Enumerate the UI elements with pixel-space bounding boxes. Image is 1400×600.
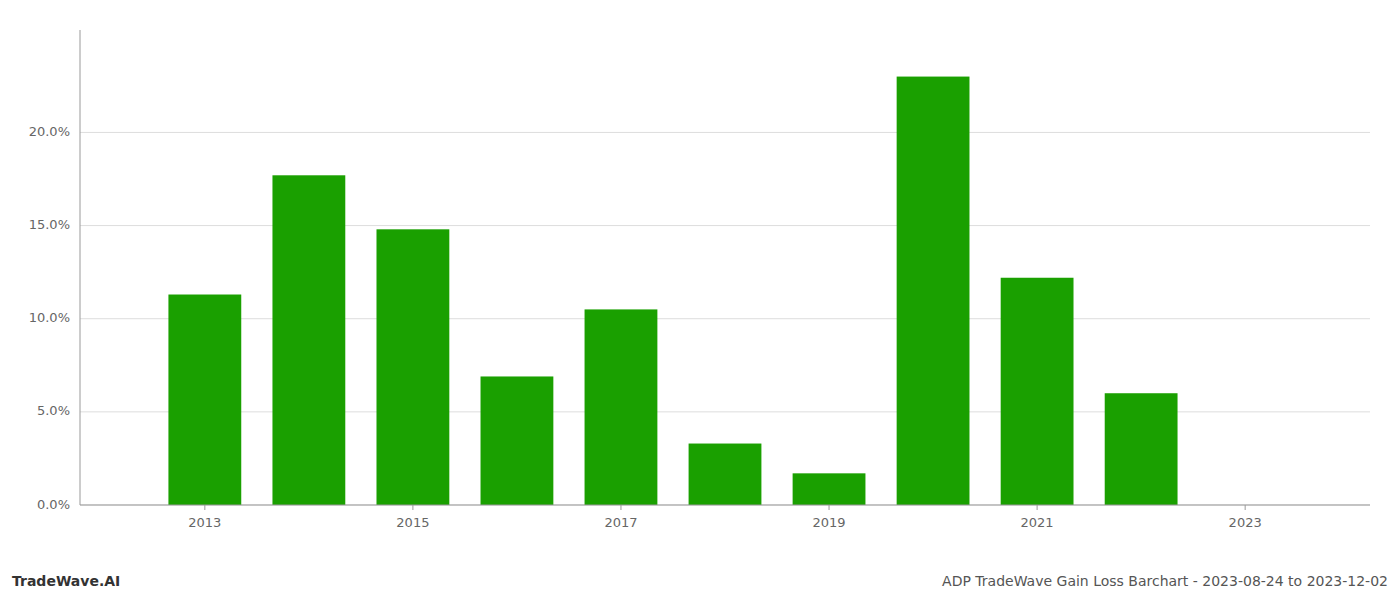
x-tick-label: 2017 xyxy=(604,515,637,530)
x-ticks: 2013 2015 2017 2019 2021 2023 xyxy=(188,505,1261,530)
x-tick-label: 2015 xyxy=(396,515,429,530)
footer-left: TradeWave.AI xyxy=(12,573,120,589)
bar xyxy=(481,376,554,505)
grid-line xyxy=(80,505,1370,506)
y-grid xyxy=(80,132,1370,505)
bars xyxy=(168,77,1177,505)
y-tick-label: 0.0% xyxy=(37,497,70,512)
y-tick-label: 10.0% xyxy=(29,310,70,325)
x-tick xyxy=(829,505,830,510)
footer-right: ADP TradeWave Gain Loss Barchart - 2023-… xyxy=(942,573,1388,589)
y-tick-labels: 0.0% 5.0% 10.0% 15.0% 20.0% xyxy=(29,124,70,512)
x-tick-label: 2019 xyxy=(812,515,845,530)
x-tick xyxy=(1037,505,1038,510)
bar xyxy=(168,295,241,505)
y-tick-label: 15.0% xyxy=(29,217,70,232)
y-tick-label: 5.0% xyxy=(37,403,70,418)
grid-line xyxy=(80,132,1370,133)
x-tick xyxy=(412,505,413,510)
y-axis-line xyxy=(80,30,81,505)
x-tick xyxy=(1245,505,1246,510)
bar xyxy=(585,309,658,505)
bar xyxy=(376,229,449,505)
x-tick-label: 2023 xyxy=(1229,515,1262,530)
bar xyxy=(272,175,345,505)
x-axis-line xyxy=(80,505,1370,506)
chart-container: 0.0%5.0%10.0%15.0%20.0%20132015201720192… xyxy=(0,0,1400,600)
x-tick xyxy=(620,505,621,510)
x-tick-label: 2013 xyxy=(188,515,221,530)
bar xyxy=(689,444,762,505)
y-tick-label: 20.0% xyxy=(29,124,70,139)
chart: 0.0%5.0%10.0%15.0%20.0%20132015201720192… xyxy=(0,0,1400,600)
bar xyxy=(793,473,866,505)
x-tick-label: 2021 xyxy=(1021,515,1054,530)
bar xyxy=(1105,393,1178,505)
bar xyxy=(897,77,970,505)
x-tick xyxy=(204,505,205,510)
bar xyxy=(1001,278,1074,505)
